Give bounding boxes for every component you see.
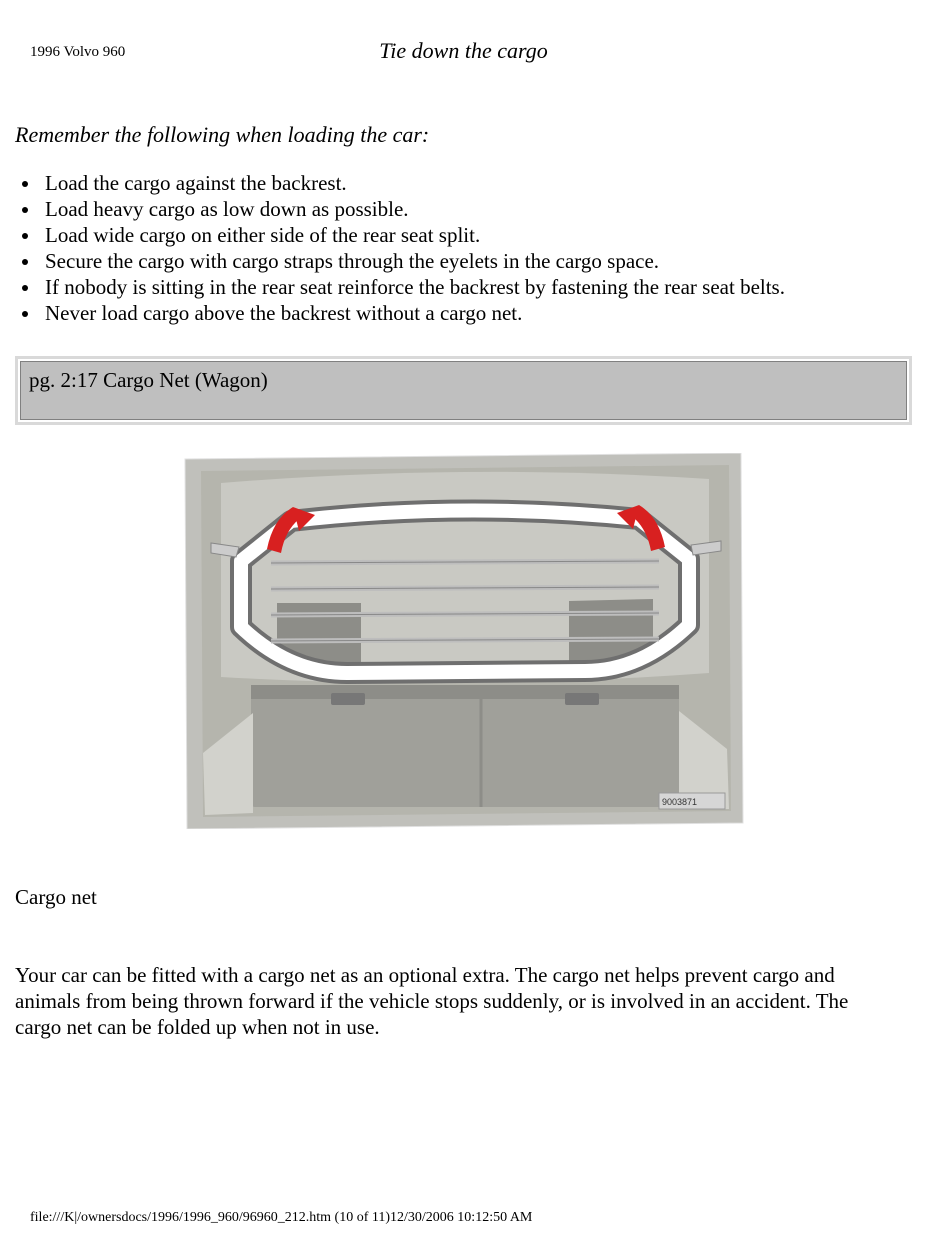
footer-file-path: file:///K|/ownersdocs/1996/1996_960/9696… xyxy=(30,1210,532,1226)
section-heading-box-wrap: pg. 2:17 Cargo Net (Wagon) xyxy=(15,356,912,425)
loading-subhead: Remember the following when loading the … xyxy=(15,122,912,148)
section-title: Tie down the cargo xyxy=(15,38,912,64)
cargo-net-diagram-wrap: 9003871 xyxy=(15,453,912,829)
cargo-net-paragraph: Your car can be fitted with a cargo net … xyxy=(15,962,895,1040)
list-item: Load the cargo against the backrest. xyxy=(41,170,912,196)
loading-bullet-list: Load the cargo against the backrest. Loa… xyxy=(23,170,912,326)
page-header-title: 1996 Volvo 960 xyxy=(30,44,125,61)
list-item: If nobody is sitting in the rear seat re… xyxy=(41,274,912,300)
list-item: Never load cargo above the backrest with… xyxy=(41,300,912,326)
section-heading-box: pg. 2:17 Cargo Net (Wagon) xyxy=(20,361,907,420)
cargo-net-heading: Cargo net xyxy=(15,885,912,910)
list-item: Load wide cargo on either side of the re… xyxy=(41,222,912,248)
cargo-net-diagram: 9003871 xyxy=(181,453,747,829)
list-item: Load heavy cargo as low down as possible… xyxy=(41,196,912,222)
content-region: Tie down the cargo Remember the followin… xyxy=(0,38,927,1040)
list-item: Secure the cargo with cargo straps throu… xyxy=(41,248,912,274)
document-page: 1996 Volvo 960 Tie down the cargo Rememb… xyxy=(0,38,927,1238)
svg-text:9003871: 9003871 xyxy=(662,797,697,807)
